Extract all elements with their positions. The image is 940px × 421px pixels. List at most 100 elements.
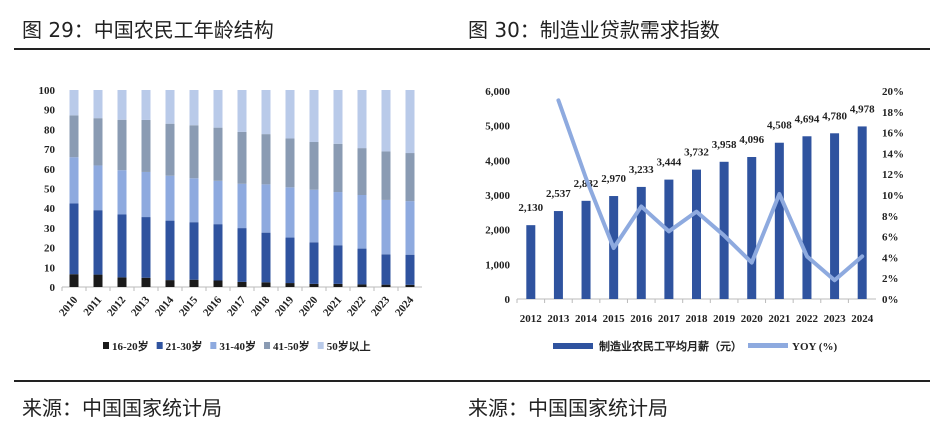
bar-segment	[69, 203, 79, 275]
legend-swatch	[317, 342, 324, 349]
x-tick-label: 2016	[201, 294, 225, 319]
legend-swatch-line	[748, 343, 788, 348]
bar-segment	[189, 125, 199, 179]
bar-segment	[213, 90, 223, 128]
bar-segment	[189, 178, 199, 223]
legend-swatch-bar	[553, 343, 593, 349]
bar-segment	[165, 123, 175, 176]
x-tick-label: 2014	[153, 294, 177, 319]
bar-segment	[357, 248, 367, 285]
x-tick-label: 2012	[105, 294, 129, 319]
bar	[692, 169, 701, 299]
x-tick-label: 2024	[851, 313, 874, 325]
y-tick-label: 40	[44, 203, 56, 215]
bar-segment	[261, 90, 271, 135]
bar-segment	[69, 90, 79, 116]
y-tick-label: 5,000	[485, 121, 510, 133]
bar-segment	[141, 217, 151, 278]
left-source: 来源：中国国家统计局	[22, 396, 222, 420]
y-tick-label: 6,000	[485, 86, 510, 98]
bar-segment	[93, 210, 103, 275]
x-tick-label: 2017	[225, 294, 249, 319]
bar-segment	[261, 232, 271, 283]
y-tick-label: 4,000	[485, 155, 510, 167]
bar	[802, 136, 812, 299]
bar-segment	[93, 165, 103, 211]
legend-label: 21-30岁	[166, 339, 203, 353]
y-tick-label: 70	[44, 144, 56, 156]
y2-tick-label: 10%	[882, 190, 904, 202]
x-tick-label: 2019	[713, 313, 736, 325]
y-tick-label: 0	[505, 294, 511, 306]
bar-segment	[213, 127, 223, 181]
bar-segment	[405, 254, 415, 285]
bar	[664, 179, 674, 299]
right-chart-title: 图 30：制造业贷款需求指数	[468, 18, 720, 42]
data-label: 4,780	[822, 110, 847, 122]
bar-segment	[357, 90, 367, 149]
legend-label: 31-40岁	[219, 339, 256, 353]
bar-segment	[117, 119, 127, 171]
bar	[830, 133, 840, 299]
y2-tick-label: 4%	[882, 252, 899, 264]
bar-segment	[309, 142, 319, 190]
y-tick-label: 0	[50, 282, 56, 294]
bar-segment	[309, 283, 319, 287]
y2-tick-label: 14%	[882, 148, 904, 160]
bar-segment	[309, 90, 319, 143]
bar-segment	[381, 151, 391, 200]
bottom-divider	[14, 380, 930, 382]
x-tick-label: 2010	[57, 294, 81, 319]
bar-segment	[141, 277, 151, 287]
y-tick-label: 60	[44, 164, 56, 176]
bar	[553, 211, 563, 299]
bar-segment	[285, 187, 295, 238]
bar	[581, 200, 591, 299]
x-tick-label: 2019	[273, 294, 297, 319]
x-tick-label: 2011	[81, 294, 104, 318]
bar-segment	[309, 242, 319, 284]
x-tick-label: 2018	[249, 294, 273, 319]
y-tick-label: 10	[44, 262, 56, 274]
x-tick-label: 2020	[297, 294, 321, 319]
y2-tick-label: 20%	[882, 86, 904, 98]
legend-label: 41-50岁	[273, 339, 310, 353]
bar-segment	[117, 214, 127, 278]
bar-segment	[261, 282, 271, 287]
x-tick-label: 2024	[393, 294, 417, 319]
bar	[719, 161, 729, 299]
bar-segment	[69, 274, 79, 287]
legend-swatch	[210, 342, 217, 349]
bar-segment	[261, 134, 271, 185]
x-tick-label: 2017	[658, 313, 681, 325]
bar-segment	[165, 280, 175, 287]
bar-segment	[237, 183, 247, 229]
y-tick-label: 1,000	[485, 259, 510, 271]
bar-segment	[405, 90, 415, 154]
x-tick-label: 2023	[369, 294, 393, 319]
bar-segment	[333, 143, 343, 193]
bar-segment	[237, 90, 247, 132]
bar-segment	[333, 245, 343, 284]
bar-segment	[237, 228, 247, 282]
bar-segment	[93, 118, 103, 166]
y2-tick-label: 6%	[882, 232, 899, 244]
x-tick-label: 2015	[603, 313, 626, 325]
x-tick-label: 2021	[768, 313, 790, 325]
y2-tick-label: 16%	[882, 128, 904, 140]
data-label: 4,096	[739, 134, 764, 146]
y2-tick-label: 8%	[882, 211, 899, 223]
bar-segment	[189, 279, 199, 287]
bar-segment	[381, 284, 391, 287]
yoy-line	[556, 98, 865, 283]
y-tick-label: 20	[44, 243, 56, 255]
bar	[857, 126, 867, 299]
bar-segment	[141, 119, 151, 172]
data-label: 3,233	[629, 164, 654, 176]
bar-segment	[237, 131, 247, 184]
x-tick-label: 2020	[741, 313, 764, 325]
x-tick-label: 2013	[129, 294, 153, 319]
bar	[636, 186, 646, 299]
x-tick-label: 2014	[575, 313, 598, 325]
